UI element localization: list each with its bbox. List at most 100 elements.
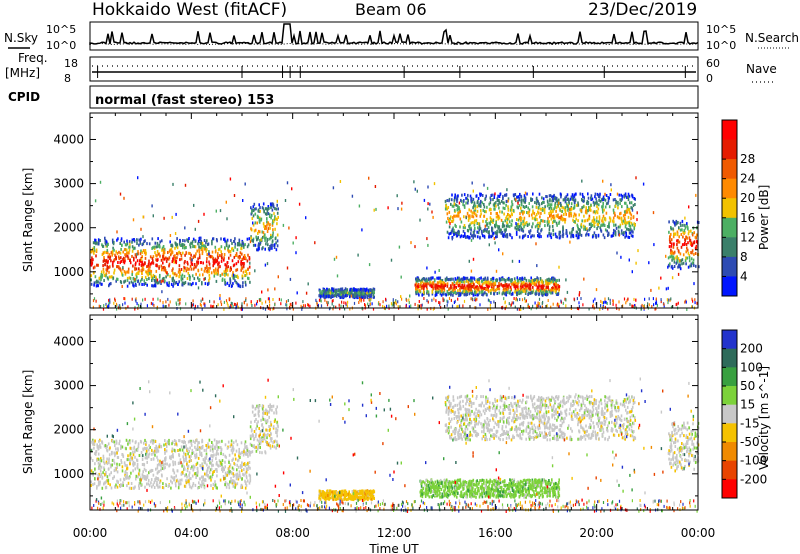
clutter-cell <box>537 304 539 308</box>
echo-cell <box>485 220 487 224</box>
echo-cell <box>426 287 428 291</box>
clutter-cell <box>265 300 267 304</box>
echo-cell <box>681 219 684 223</box>
clutter-cell <box>201 297 204 301</box>
echo-cell <box>543 288 545 292</box>
clutter-cell <box>347 300 349 304</box>
echo-cell <box>366 287 368 291</box>
echo-cell <box>204 282 207 286</box>
echo-cell <box>460 234 463 238</box>
clutter-cell <box>527 303 529 307</box>
echo-cell <box>528 210 530 214</box>
echo-cell <box>477 293 480 297</box>
echo-cell <box>219 274 222 278</box>
clutter-cell <box>603 301 605 305</box>
echo-cell <box>523 200 526 204</box>
clutter-cell <box>643 304 645 308</box>
echo-cell <box>97 280 99 284</box>
echo-cell <box>118 442 120 446</box>
echo-cell <box>569 231 571 235</box>
echo-cell <box>436 281 439 285</box>
echo-cell <box>152 255 155 259</box>
clutter-cell <box>648 297 650 301</box>
noise-cell <box>494 241 496 245</box>
echo-cell <box>497 203 499 207</box>
echo-cell <box>172 257 174 261</box>
echo-cell <box>175 440 177 444</box>
noise-cell <box>495 269 498 273</box>
echo-cell <box>319 292 321 296</box>
echo-cell <box>488 284 490 288</box>
echo-cell <box>100 465 103 469</box>
echo-cell <box>268 248 271 252</box>
echo-cell <box>195 476 197 479</box>
echo-cell <box>581 199 584 202</box>
echo-cell <box>318 294 320 298</box>
echo-cell <box>253 207 256 211</box>
noise-cell <box>472 257 475 261</box>
echo-cell <box>517 278 520 282</box>
echo-cell <box>113 440 116 444</box>
echo-cell <box>121 243 123 247</box>
noise-cell <box>368 176 370 180</box>
noise-cell <box>261 290 263 294</box>
echo-cell <box>688 236 691 240</box>
clutter-cell <box>454 299 456 303</box>
echo-cell <box>239 464 242 468</box>
echo-cell <box>109 463 112 467</box>
clutter-cell <box>655 307 657 311</box>
clutter-cell <box>105 302 107 306</box>
echo-cell <box>229 463 232 467</box>
echo-cell <box>595 209 598 213</box>
noise-cell <box>419 218 421 222</box>
echo-cell <box>555 209 557 213</box>
echo-cell <box>110 471 112 475</box>
clutter-cell <box>612 300 614 303</box>
echo-cell <box>136 447 139 451</box>
echo-cell <box>224 480 227 484</box>
echo-cell <box>243 274 246 278</box>
clutter-cell <box>512 301 515 305</box>
echo-cell <box>471 211 474 215</box>
clutter-cell <box>153 304 155 307</box>
clutter-cell <box>536 304 538 308</box>
echo-cell <box>459 235 462 239</box>
echo-cell <box>106 444 108 448</box>
echo-cell <box>468 278 471 282</box>
echo-cell <box>95 242 97 246</box>
clutter-cell <box>576 297 578 301</box>
noise-cell <box>515 222 517 225</box>
clutter-cell <box>521 298 524 302</box>
echo-cell <box>502 234 505 238</box>
echo-cell <box>564 220 566 224</box>
clutter-cell <box>578 301 580 305</box>
echo-cell <box>106 479 108 483</box>
echo-cell <box>131 255 133 258</box>
clutter-cell <box>446 303 448 307</box>
noise-cell <box>219 294 221 297</box>
echo-cell <box>148 444 150 448</box>
echo-cell <box>431 292 434 296</box>
clutter-cell <box>234 303 236 306</box>
echo-cell <box>187 282 190 286</box>
echo-cell <box>275 207 278 211</box>
echo-cell <box>117 237 119 241</box>
echo-cell <box>585 209 588 213</box>
echo-cell <box>527 206 529 210</box>
clutter-cell <box>538 304 540 307</box>
noise-cell <box>332 186 335 190</box>
noise-cell <box>129 242 131 246</box>
echo-cell <box>133 256 135 260</box>
echo-cell <box>276 222 278 226</box>
echo-cell <box>152 439 154 443</box>
clutter-cell <box>95 299 97 303</box>
echo-cell <box>233 479 235 483</box>
echo-cell <box>126 484 128 488</box>
echo-cell <box>207 267 210 270</box>
echo-cell <box>535 281 537 285</box>
echo-cell <box>491 193 493 197</box>
echo-cell <box>523 287 525 291</box>
echo-cell <box>503 284 505 288</box>
echo-cell <box>621 194 624 198</box>
echo-cell <box>192 464 195 468</box>
